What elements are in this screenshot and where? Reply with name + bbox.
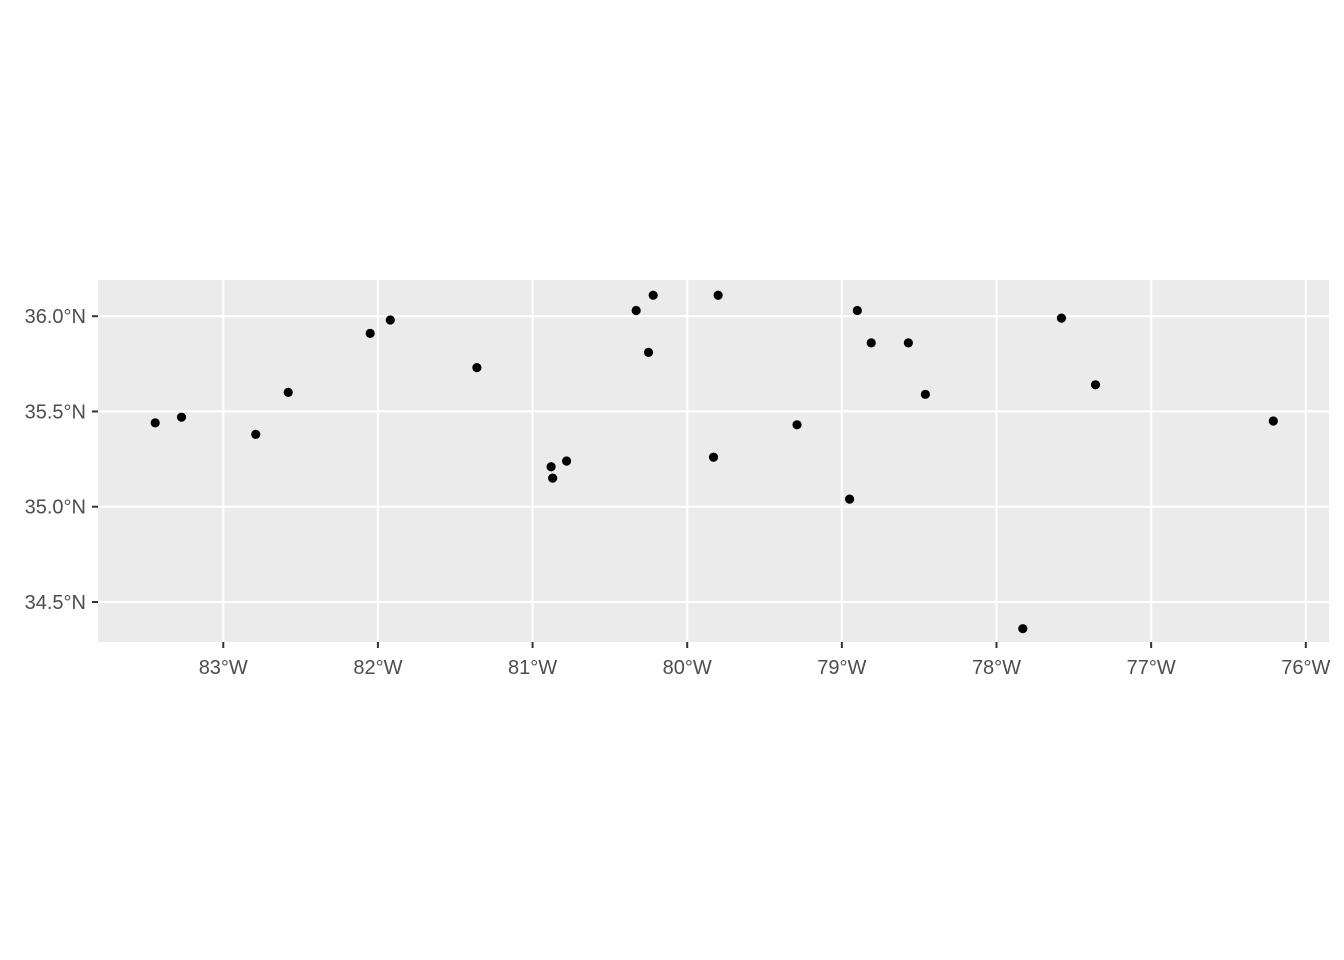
x-tick-label: 77°W <box>1127 657 1176 679</box>
data-point <box>150 418 160 428</box>
data-point <box>643 347 654 357</box>
x-tick-label: 81°W <box>508 657 557 679</box>
data-point <box>631 305 641 316</box>
data-point <box>385 315 395 325</box>
data-point <box>1018 624 1028 634</box>
grid-lines <box>98 280 1329 642</box>
x-tick-label: 83°W <box>199 657 248 679</box>
data-point <box>1090 380 1101 390</box>
data-point <box>546 462 556 472</box>
data-point <box>176 412 187 422</box>
x-tick-label: 79°W <box>817 657 866 679</box>
y-tick-label: 36.0°N <box>25 306 86 328</box>
data-point <box>251 429 261 439</box>
x-tick-label: 76°W <box>1281 657 1330 679</box>
data-point <box>866 338 876 348</box>
x-tick-label: 78°W <box>972 657 1021 679</box>
data-point <box>792 420 802 430</box>
x-tick-label: 80°W <box>663 657 712 679</box>
data-point <box>548 473 558 483</box>
data-point <box>708 452 719 462</box>
axes: 83°W 82°W 81°W 80°W 79°W 78°W 77°W 76°W 34.5°N 35… <box>25 306 1331 679</box>
y-tick-label: 34.5°N <box>25 592 86 614</box>
data-point <box>365 328 375 338</box>
y-tick-label: 35.0°N <box>25 497 86 519</box>
data-point <box>472 363 482 373</box>
data-point <box>283 387 293 398</box>
data-point <box>903 338 913 348</box>
data-points <box>150 290 1278 634</box>
x-tick-label: 82°W <box>353 657 402 679</box>
data-point <box>852 305 862 316</box>
data-point <box>1268 416 1278 426</box>
data-point <box>648 290 658 300</box>
y-tick-label: 35.5°N <box>25 401 86 423</box>
data-point <box>713 290 723 300</box>
data-point <box>920 389 930 399</box>
data-point <box>561 456 572 466</box>
data-point <box>1056 313 1067 323</box>
data-point <box>844 494 855 504</box>
